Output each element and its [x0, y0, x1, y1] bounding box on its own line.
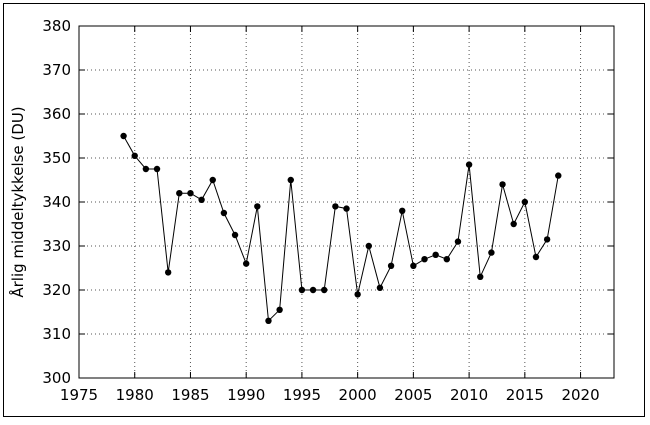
- data-point: [387, 262, 395, 269]
- data-point: [354, 291, 361, 298]
- y-tick-label: 350: [42, 149, 71, 167]
- data-point: [543, 236, 551, 243]
- y-tick-label: 300: [42, 369, 71, 387]
- data-point: [276, 306, 283, 313]
- data-point: [187, 190, 194, 197]
- data-point: [153, 165, 161, 173]
- x-tick-label: 2005: [394, 386, 432, 404]
- x-axis-tick-labels: 1975 1980 1985 1990 1995 2000 2005 2010 2015 2020: [60, 386, 600, 404]
- y-tick-label: 380: [42, 17, 71, 35]
- y-tick-label: 370: [42, 61, 71, 79]
- data-point: [332, 203, 339, 210]
- data-point: [321, 286, 328, 294]
- data-point: [421, 256, 428, 263]
- data-point: [477, 273, 484, 280]
- data-point: [220, 209, 228, 217]
- data-point: [242, 260, 250, 267]
- data-point: [298, 286, 306, 294]
- data-point: [443, 256, 451, 263]
- data-point: [488, 249, 495, 256]
- data-point: [454, 238, 462, 245]
- y-tick-label: 320: [42, 281, 71, 299]
- data-point: [399, 207, 406, 214]
- chart-frame: [3, 3, 645, 417]
- data-point: [231, 231, 239, 239]
- x-tick-label: 1990: [227, 386, 265, 404]
- data-point: [265, 317, 272, 324]
- data-point: [410, 262, 417, 269]
- data-point: [532, 253, 540, 261]
- data-point: [376, 284, 384, 291]
- data-point: [142, 165, 150, 173]
- x-tick-label: 2010: [450, 386, 488, 404]
- y-axis-tick-labels: 300 310 320 330 340 350 360 370 380: [42, 17, 71, 387]
- data-point: [465, 161, 473, 168]
- data-point: [555, 172, 562, 179]
- x-tick-label: 1985: [171, 386, 209, 404]
- data-point: [164, 269, 172, 276]
- data-point: [176, 190, 183, 197]
- series-line: [123, 135, 559, 322]
- x-tick-label: 2015: [506, 386, 544, 404]
- axis-ticks: [78, 25, 614, 379]
- data-point: [198, 196, 205, 203]
- data-series: [120, 132, 562, 324]
- x-tick-label: 1980: [116, 386, 154, 404]
- x-tick-label: 2020: [561, 386, 599, 404]
- data-point: [287, 176, 294, 184]
- data-point: [209, 176, 216, 184]
- grid-lines: [79, 26, 614, 378]
- data-point: [510, 220, 517, 228]
- data-point: [521, 198, 529, 206]
- data-point: [254, 203, 261, 210]
- x-tick-label: 1995: [283, 386, 321, 404]
- y-tick-label: 330: [42, 237, 71, 255]
- x-tick-label: 2000: [339, 386, 377, 404]
- data-point: [120, 132, 127, 140]
- data-point: [343, 205, 350, 212]
- data-point: [365, 242, 372, 250]
- y-tick-label: 360: [42, 105, 71, 123]
- data-point: [499, 181, 506, 188]
- y-tick-label: 310: [42, 325, 71, 343]
- y-axis-title: Årlig middeltykkelse (DU): [8, 106, 27, 297]
- data-point: [432, 251, 439, 258]
- data-point: [131, 152, 138, 159]
- data-point: [309, 286, 317, 294]
- x-tick-label: 1975: [60, 386, 98, 404]
- y-tick-label: 340: [42, 193, 71, 211]
